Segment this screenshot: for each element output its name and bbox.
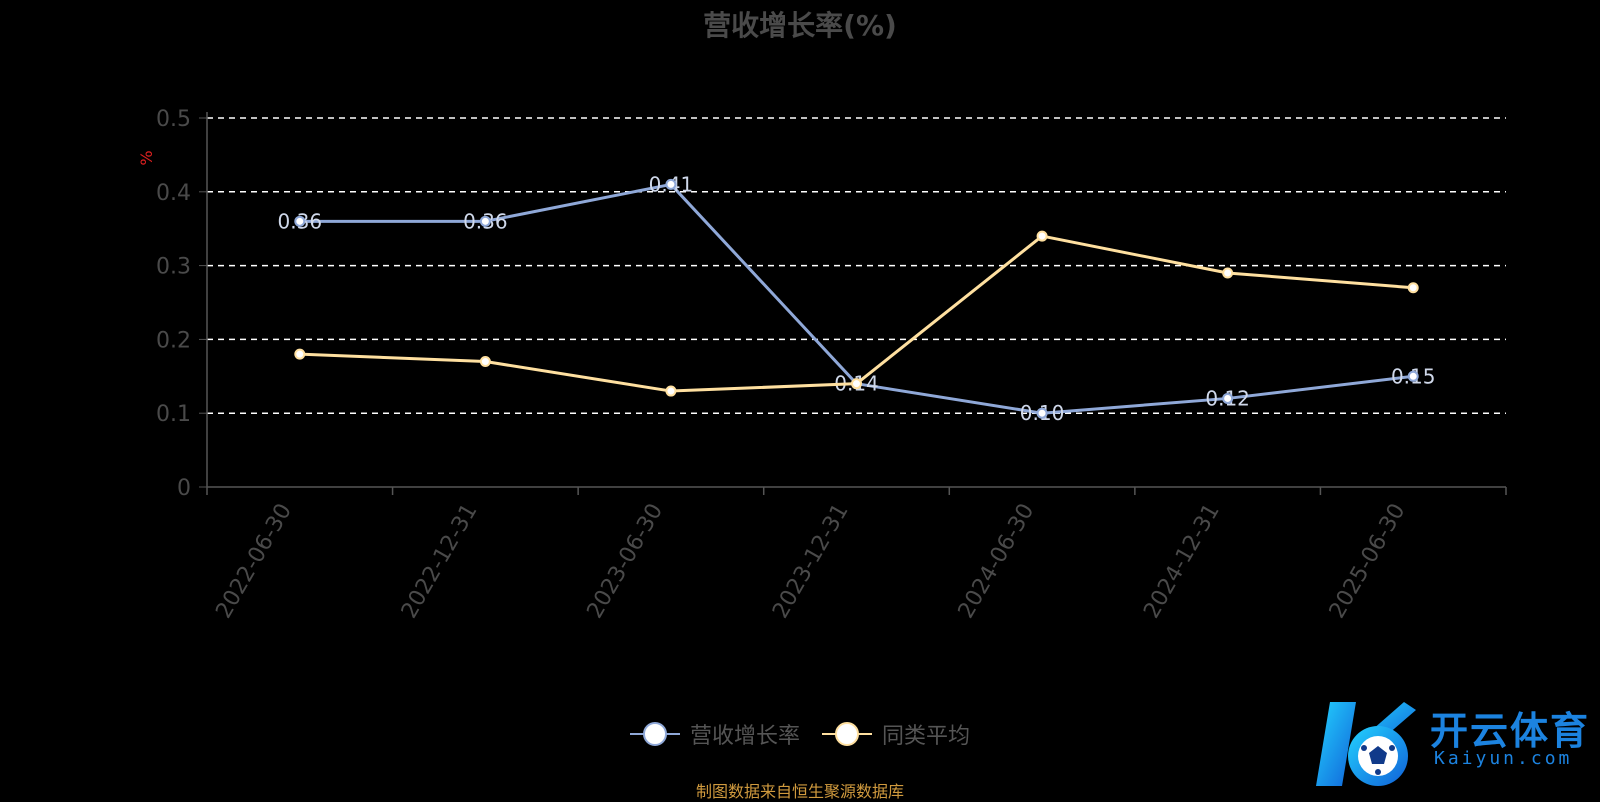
data-point bbox=[665, 385, 677, 397]
watermark-subtext: Kaiyun.com bbox=[1434, 748, 1573, 769]
data-point bbox=[479, 215, 491, 227]
legend-line-circle-icon bbox=[629, 722, 680, 746]
data-source-note: 制图数据来自恒生聚源数据库 bbox=[695, 782, 904, 801]
data-point bbox=[1407, 370, 1419, 382]
x-tick-label: 2022-12-31 bbox=[397, 500, 483, 623]
data-point bbox=[1036, 230, 1048, 242]
data-point bbox=[1222, 392, 1234, 404]
legend-label-series-1: 营收增长率 bbox=[689, 724, 800, 749]
watermark-text: 开云体育 bbox=[1430, 709, 1591, 753]
chart-legend: 营收增长率 同类平均 bbox=[0, 718, 1600, 750]
data-point bbox=[1222, 267, 1234, 279]
y-tick-label: 0.5 bbox=[156, 107, 191, 132]
data-point bbox=[665, 178, 677, 190]
legend-item-series-2[interactable]: 同类平均 bbox=[822, 718, 970, 750]
data-point bbox=[1036, 407, 1048, 419]
data-point bbox=[294, 215, 306, 227]
data-point bbox=[851, 378, 862, 390]
x-tick-label: 2023-12-31 bbox=[768, 500, 854, 623]
x-tick-label: 2025-06-30 bbox=[1325, 500, 1411, 623]
y-tick-label: 0.3 bbox=[156, 255, 191, 280]
data-point bbox=[479, 356, 491, 368]
x-tick-label: 2023-06-30 bbox=[583, 500, 669, 623]
legend-line-circle-icon bbox=[822, 722, 872, 746]
legend-item-series-1[interactable]: 营收增长率 bbox=[629, 718, 800, 750]
y-axis-unit-label: % bbox=[137, 150, 156, 165]
data-point bbox=[294, 348, 306, 360]
x-tick-label: 2024-12-31 bbox=[1139, 500, 1225, 623]
legend-label-series-2: 同类平均 bbox=[882, 724, 971, 749]
watermark-logo: 开云体育 Kaiyun.com bbox=[1312, 696, 1594, 794]
x-tick-label: 2022-06-30 bbox=[211, 500, 297, 623]
x-tick-label: 2024-06-30 bbox=[954, 500, 1040, 623]
soccer-ball-logo-icon bbox=[1316, 702, 1416, 786]
y-tick-label: 0.1 bbox=[156, 402, 191, 427]
y-tick-label: 0.2 bbox=[156, 328, 191, 353]
series-line-2 bbox=[299, 234, 1414, 393]
y-tick-label: 0 bbox=[177, 476, 191, 501]
y-tick-label: 0.4 bbox=[156, 181, 191, 206]
chart-title: 营收增长率(%) bbox=[703, 9, 897, 42]
data-point bbox=[1407, 282, 1419, 294]
